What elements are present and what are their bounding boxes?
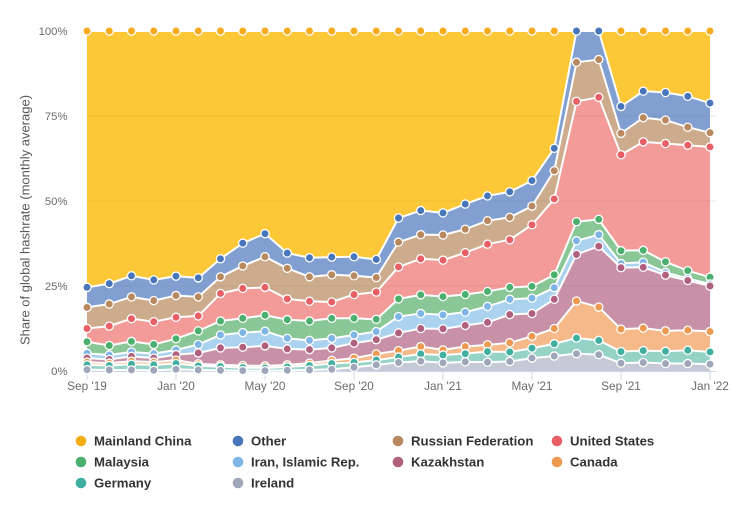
svg-text:May '21: May '21 xyxy=(512,379,553,393)
svg-text:Mainland China: Mainland China xyxy=(94,434,192,449)
svg-text:25%: 25% xyxy=(45,281,68,293)
svg-text:50%: 50% xyxy=(45,196,68,208)
svg-text:Sep '19: Sep '19 xyxy=(67,379,107,393)
svg-text:United States: United States xyxy=(570,434,654,449)
svg-text:Jan '21: Jan '21 xyxy=(424,379,462,393)
svg-text:Malaysia: Malaysia xyxy=(94,455,150,470)
svg-text:100%: 100% xyxy=(39,26,68,38)
svg-text:Other: Other xyxy=(251,434,286,449)
svg-text:Kazakhstan: Kazakhstan xyxy=(411,455,484,470)
svg-text:Canada: Canada xyxy=(570,455,618,470)
svg-text:Sep '20: Sep '20 xyxy=(334,379,374,393)
svg-text:Iran, Islamic Rep.: Iran, Islamic Rep. xyxy=(251,455,359,470)
svg-text:0%: 0% xyxy=(51,366,67,378)
svg-text:Share of global hashrate (mont: Share of global hashrate (monthly averag… xyxy=(18,95,33,345)
svg-text:Sep '21: Sep '21 xyxy=(601,379,641,393)
svg-text:May '20: May '20 xyxy=(245,379,286,393)
svg-text:Jan '22: Jan '22 xyxy=(691,379,729,393)
svg-text:75%: 75% xyxy=(45,111,68,123)
svg-text:Germany: Germany xyxy=(94,476,152,491)
svg-text:Russian Federation: Russian Federation xyxy=(411,434,533,449)
svg-text:Ireland: Ireland xyxy=(251,476,294,491)
svg-text:Jan '20: Jan '20 xyxy=(157,379,195,393)
